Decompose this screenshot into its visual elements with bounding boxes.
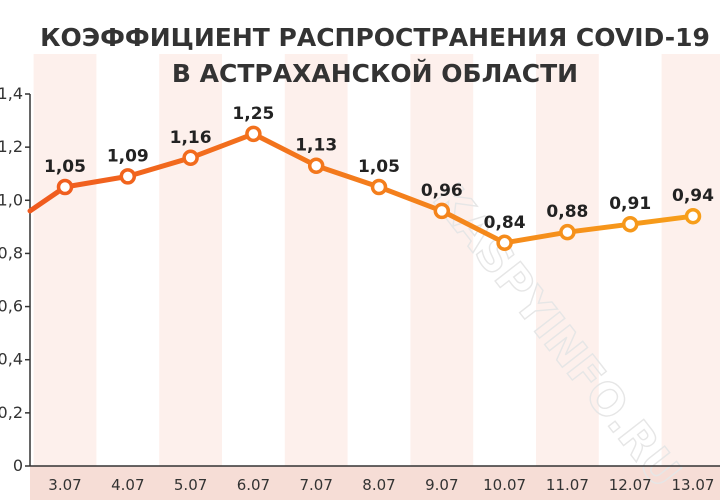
- x-tick-label: 12.07: [609, 476, 652, 494]
- data-point: [119, 168, 137, 185]
- x-tick-label: 3.07: [48, 476, 81, 494]
- data-label: 0,94: [672, 186, 714, 206]
- x-tick-label: 8.07: [362, 476, 395, 494]
- y-tick-label: 0: [13, 456, 23, 475]
- data-point: [56, 178, 74, 196]
- x-tick-label: 5.07: [174, 476, 207, 494]
- chart-title-line-2: В АСТРАХАНСКОЙ ОБЛАСТИ: [172, 59, 578, 88]
- data-point: [621, 215, 639, 233]
- data-label: 1,05: [358, 157, 400, 177]
- y-tick-label: 0,2: [0, 403, 23, 422]
- column-band: [33, 54, 97, 466]
- data-points: [56, 125, 702, 252]
- data-label: 1,25: [232, 104, 274, 124]
- x-axis-band: [30, 466, 720, 500]
- data-label: 1,09: [107, 146, 149, 166]
- data-point: [245, 125, 262, 143]
- data-point: [433, 202, 451, 220]
- x-tick-label: 7.07: [299, 476, 332, 494]
- data-point: [182, 149, 199, 167]
- x-tick-label: 10.07: [483, 476, 526, 494]
- x-tick-label: 6.07: [237, 476, 270, 494]
- y-axis-ticks: 0 0,2 0,4 0,6 0,8 1,0 1,2 1,4: [0, 84, 30, 475]
- data-label: 1,05: [44, 157, 86, 177]
- x-tick-label: 4.07: [111, 476, 144, 494]
- data-point: [307, 157, 325, 174]
- data-label: 0,84: [484, 213, 526, 233]
- data-label: 0,91: [609, 194, 651, 214]
- data-point: [559, 223, 576, 241]
- y-tick-label: 0,4: [0, 350, 23, 369]
- chart-title-line-1: КОЭФФИЦИЕНТ РАСПРОСТРАНЕНИЯ COVID-19: [40, 23, 710, 52]
- y-tick-label: 0,8: [0, 243, 23, 262]
- data-labels: 1,05 1,09 1,16 1,25 1,13 1,05 0,96 0,84 0,88 0,91…: [44, 104, 714, 233]
- data-label: 1,13: [295, 136, 337, 156]
- column-band: [284, 54, 348, 466]
- column-band: [159, 54, 222, 466]
- column-band: [410, 54, 474, 466]
- data-point: [370, 178, 388, 196]
- series-line: [27, 131, 696, 246]
- data-point: [496, 234, 513, 252]
- data-label: 0,96: [421, 181, 463, 201]
- x-axis-ticks: 3.07 4.07 5.07 6.07 7.07 8.07 9.07 10.07 11.07 12…: [48, 476, 714, 494]
- data-label: 0,88: [546, 202, 588, 222]
- y-tick-label: 1,2: [0, 137, 23, 156]
- y-tick-label: 1,0: [0, 190, 23, 209]
- y-tick-label: 1,4: [0, 84, 23, 103]
- column-band: [661, 54, 720, 466]
- column-band: [536, 54, 599, 466]
- data-label: 1,16: [170, 128, 212, 148]
- data-point: [684, 207, 702, 225]
- x-tick-label: 9.07: [425, 476, 458, 494]
- x-tick-label: 11.07: [546, 476, 589, 494]
- x-tick-label: 13.07: [672, 476, 715, 494]
- column-bands: [33, 54, 720, 466]
- y-tick-label: 0,6: [0, 297, 23, 316]
